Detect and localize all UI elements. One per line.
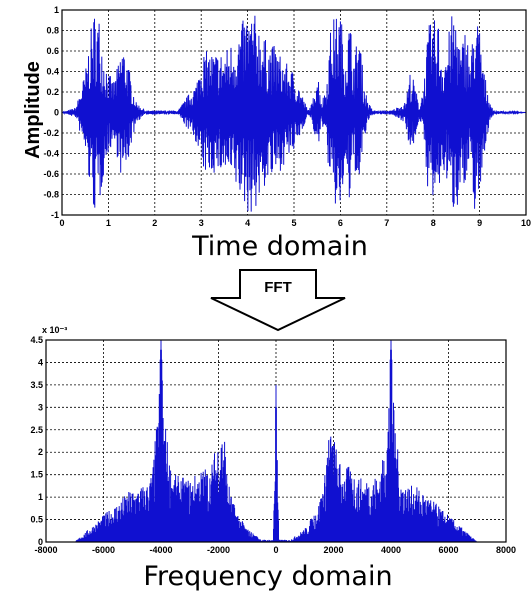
time-x-tick-label: 5 bbox=[291, 218, 296, 228]
freq-y-tick-label: 1 bbox=[38, 492, 43, 502]
freq-x-tick-label: 0 bbox=[273, 545, 278, 555]
time-domain-caption: Time domain bbox=[191, 231, 368, 262]
time-x-tick-label: 4 bbox=[245, 218, 250, 228]
fft-arrow-shape bbox=[210, 269, 346, 332]
time-y-tick-label: -0.8 bbox=[43, 190, 59, 200]
freq-y-tick-label: 3 bbox=[38, 402, 43, 412]
frequency-spectrum-series bbox=[74, 340, 478, 542]
freq-x-tick-label: -6000 bbox=[92, 545, 115, 555]
frequency-plot-frame bbox=[45, 339, 507, 543]
time-x-tick-label: 6 bbox=[338, 218, 343, 228]
time-x-tick-label: 1 bbox=[106, 218, 111, 228]
freq-x-tick-label: -4000 bbox=[149, 545, 172, 555]
freq-y-tick-label: 3.5 bbox=[30, 380, 43, 390]
freq-x-tick-label: -2000 bbox=[207, 545, 230, 555]
time-y-tick-label: 0 bbox=[54, 108, 59, 118]
time-x-tick-label: 9 bbox=[477, 218, 482, 228]
time-y-tick-label: -0.4 bbox=[43, 149, 59, 159]
freq-y-tick-label: 0 bbox=[38, 537, 43, 547]
time-plot-frame bbox=[61, 9, 527, 216]
fft-arrow: FFT bbox=[210, 269, 346, 332]
time-y-tick-label: 0.8 bbox=[46, 26, 59, 36]
time-y-tick-labels: 1 0.8 0.6 0.4 0.2 0 -0.2 -0.4 -0.6 -0.8 -1 bbox=[43, 5, 59, 220]
time-y-tick-label: -1 bbox=[51, 210, 59, 220]
frequency-x-tick-labels: -8000 -6000 -4000 -2000 0 2000 4000 6000 8000 bbox=[34, 545, 516, 555]
freq-y-tick-label: 2.5 bbox=[30, 425, 43, 435]
freq-x-tick-label: 2000 bbox=[323, 545, 343, 555]
freq-y-tick-label: 4.5 bbox=[30, 335, 43, 345]
freq-y-tick-label: 2 bbox=[38, 447, 43, 457]
time-signal-series bbox=[61, 15, 526, 212]
frequency-domain-chart: x 10⁻³ -8000 -6000 -4000 -2000 0 2000 4000 6000… bbox=[30, 325, 516, 555]
time-y-tick-label: 1 bbox=[54, 5, 59, 15]
freq-x-tick-label: 8000 bbox=[496, 545, 516, 555]
freq-y-tick-label: 4 bbox=[38, 357, 43, 367]
time-x-tick-label: 3 bbox=[199, 218, 204, 228]
fft-arrow-label: FFT bbox=[264, 279, 292, 296]
time-y-axis-label: Amplitude bbox=[22, 61, 44, 159]
time-x-tick-label: 7 bbox=[384, 218, 389, 228]
frequency-y-tick-labels: 4.5 4 3.5 3 2.5 2 1.5 1 0.5 0 bbox=[30, 335, 43, 547]
time-x-tick-labels: 0 1 2 3 4 5 6 7 8 9 10 bbox=[59, 218, 531, 228]
time-y-tick-label: 0.6 bbox=[46, 46, 59, 56]
freq-x-tick-label: -8000 bbox=[34, 545, 57, 555]
time-y-tick-label: -0.6 bbox=[43, 169, 59, 179]
time-domain-chart: Amplitude 0 1 2 3 4 5 6 7 8 9 10 1 0.8 0.6 0.4 0.2 0 -0.… bbox=[22, 5, 531, 228]
freq-y-tick-label: 1.5 bbox=[30, 470, 43, 480]
time-x-tick-label: 2 bbox=[152, 218, 157, 228]
time-x-tick-label: 10 bbox=[521, 218, 531, 228]
time-y-tick-label: 0.2 bbox=[46, 87, 59, 97]
time-x-tick-label: 0 bbox=[59, 218, 64, 228]
time-y-tick-label: -0.2 bbox=[43, 128, 59, 138]
time-x-tick-label: 8 bbox=[431, 218, 436, 228]
frequency-domain-caption: Frequency domain bbox=[143, 561, 392, 592]
freq-x-tick-label: 6000 bbox=[438, 545, 458, 555]
frequency-y-scale-exponent: x 10⁻³ bbox=[42, 325, 67, 335]
freq-x-tick-label: 4000 bbox=[381, 545, 401, 555]
time-y-tick-label: 0.4 bbox=[46, 67, 59, 77]
freq-y-tick-label: 0.5 bbox=[30, 515, 43, 525]
